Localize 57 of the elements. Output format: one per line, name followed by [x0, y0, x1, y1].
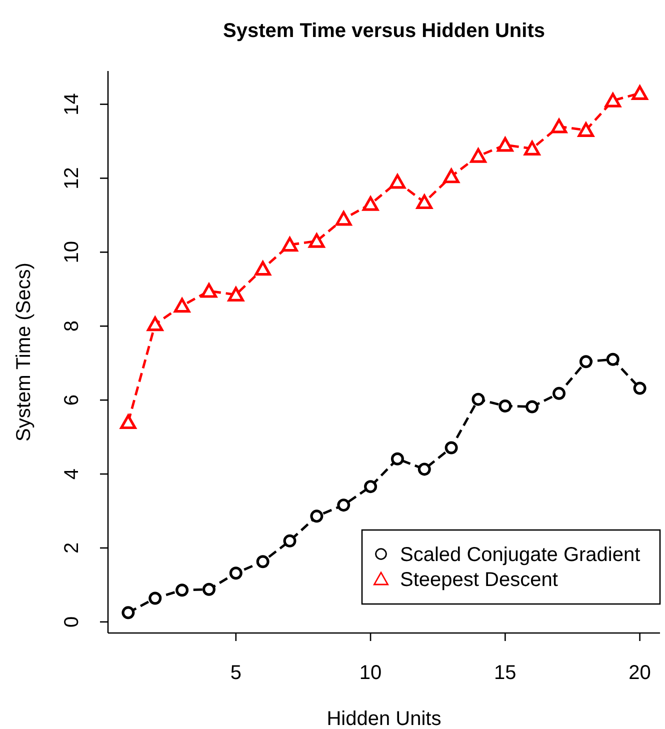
point [552, 386, 566, 400]
point [200, 283, 218, 298]
point [472, 392, 485, 406]
point [470, 148, 486, 163]
point [632, 85, 648, 100]
y-tick-label: 8 [61, 320, 83, 332]
point [120, 414, 136, 430]
point [174, 298, 190, 313]
point [308, 233, 325, 248]
x-tick-label: 5 [230, 662, 242, 684]
y-axis-title: System Time (Secs) [13, 262, 35, 442]
y-tick-label: 2 [61, 542, 83, 554]
y-tick-label: 14 [61, 93, 83, 116]
y-tick-label: 4 [61, 468, 83, 480]
x-axis-title: Hidden Units [326, 708, 442, 729]
point [633, 382, 646, 395]
chart-title: System Time versus Hidden Units [223, 20, 545, 42]
point [444, 441, 458, 454]
x-tick-label: 15 [494, 662, 516, 684]
y-tick-label: 0 [61, 616, 83, 628]
point [578, 122, 594, 137]
point [497, 137, 514, 152]
point [362, 196, 379, 211]
point [148, 592, 162, 605]
x-tick-label: 10 [359, 662, 382, 684]
point [228, 286, 244, 302]
point [579, 355, 592, 368]
point [606, 352, 620, 366]
point [147, 316, 164, 332]
point [418, 462, 431, 476]
point [550, 118, 568, 134]
legend-label: Steepest Descent [400, 569, 558, 591]
point [337, 498, 350, 512]
point [389, 174, 406, 189]
point [282, 236, 298, 252]
point [526, 400, 539, 414]
point [310, 510, 324, 523]
point [416, 194, 432, 210]
y-tick-label: 6 [61, 394, 83, 406]
point [443, 168, 460, 184]
point [283, 534, 296, 548]
legend-label: Scaled Conjugate Gradient [400, 544, 641, 566]
point [364, 480, 378, 494]
point [524, 140, 540, 156]
y-tick-label: 12 [61, 167, 83, 190]
point [229, 566, 242, 580]
point [202, 582, 216, 596]
point [336, 211, 352, 226]
point [122, 606, 135, 620]
point [256, 555, 270, 568]
point [176, 584, 189, 597]
point [604, 92, 621, 108]
point [254, 261, 271, 276]
y-tick-label: 10 [61, 241, 83, 264]
x-tick-label: 20 [628, 662, 651, 684]
point [390, 452, 404, 466]
point [498, 399, 512, 412]
